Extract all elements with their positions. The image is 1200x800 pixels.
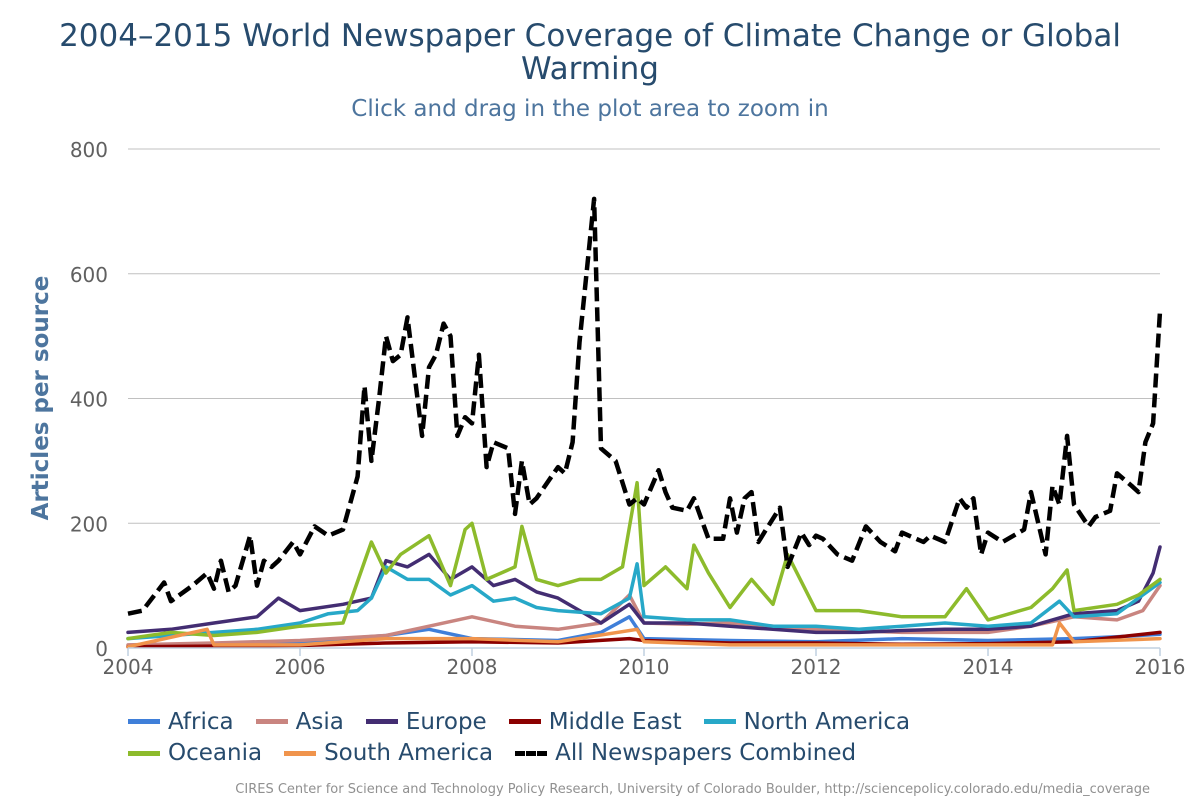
legend-swatch bbox=[515, 750, 548, 756]
legend-item-asia[interactable]: Asia bbox=[255, 708, 344, 736]
series-lines[interactable] bbox=[126, 196, 1163, 649]
legend-label: North America bbox=[743, 708, 911, 735]
x-tick-label: 2014 bbox=[963, 655, 1014, 679]
legend-item-middle-east[interactable]: Middle East bbox=[508, 708, 682, 736]
legend-label: Middle East bbox=[548, 708, 682, 735]
chart-subtitle: Click and drag in the plot area to zoom … bbox=[351, 96, 829, 122]
x-tick-label: 2006 bbox=[275, 655, 326, 679]
legend-label: Oceania bbox=[168, 740, 263, 766]
x-tick-label: 2008 bbox=[447, 655, 498, 679]
series-line-all-newspapers-combined[interactable] bbox=[127, 196, 1163, 616]
legend-swatch bbox=[284, 750, 317, 756]
axes: 0 200 400 600 800 2004 2006 2008 2010 2012 2014 201… bbox=[70, 138, 1186, 679]
legend-swatch bbox=[128, 750, 160, 756]
legend-label: South America bbox=[324, 740, 494, 766]
legend-item-all-newspapers-combined[interactable]: All Newspapers Combined bbox=[515, 739, 856, 767]
legend-item-north-america[interactable]: North America bbox=[703, 708, 911, 736]
x-tick-label: 2004 bbox=[103, 655, 154, 679]
y-axis-title: Articles per source bbox=[28, 276, 54, 521]
legend-swatch bbox=[508, 719, 541, 724]
legend-swatch bbox=[365, 719, 398, 724]
legend: Africa Asia Europe Middle East North America… bbox=[128, 704, 1088, 767]
legend-swatch bbox=[128, 719, 160, 724]
y-tick-label: 600 bbox=[70, 263, 108, 287]
legend-item-oceania[interactable]: Oceania bbox=[128, 739, 262, 767]
y-tick-label: 800 bbox=[70, 138, 108, 162]
y-tick-label: 200 bbox=[70, 512, 108, 536]
series-line-north-america[interactable] bbox=[126, 562, 1162, 641]
series-line-south-america[interactable] bbox=[126, 621, 1162, 649]
legend-swatch bbox=[255, 719, 288, 724]
y-tick-label: 400 bbox=[70, 388, 108, 412]
legend-item-south-america[interactable]: South America bbox=[284, 739, 493, 767]
legend-swatch bbox=[703, 719, 736, 724]
legend-label: Europe bbox=[405, 708, 487, 735]
credits-link[interactable]: CIRES Center for Science and Technology … bbox=[235, 782, 1150, 797]
legend-label: Africa bbox=[168, 708, 234, 735]
x-tick-label: 2016 bbox=[1135, 655, 1186, 679]
legend-label: Asia bbox=[295, 708, 344, 735]
legend-label: All Newspapers Combined bbox=[555, 740, 857, 766]
x-tick-label: 2012 bbox=[791, 655, 842, 679]
series-line-oceania[interactable] bbox=[126, 480, 1162, 641]
y-tick-label: 0 bbox=[95, 637, 108, 661]
chart-title: 2004–2015 World Newspaper Coverage of Cl… bbox=[59, 18, 1121, 87]
legend-item-africa[interactable]: Africa bbox=[128, 708, 234, 736]
x-tick-label: 2010 bbox=[619, 655, 670, 679]
legend-item-europe[interactable]: Europe bbox=[365, 708, 487, 736]
